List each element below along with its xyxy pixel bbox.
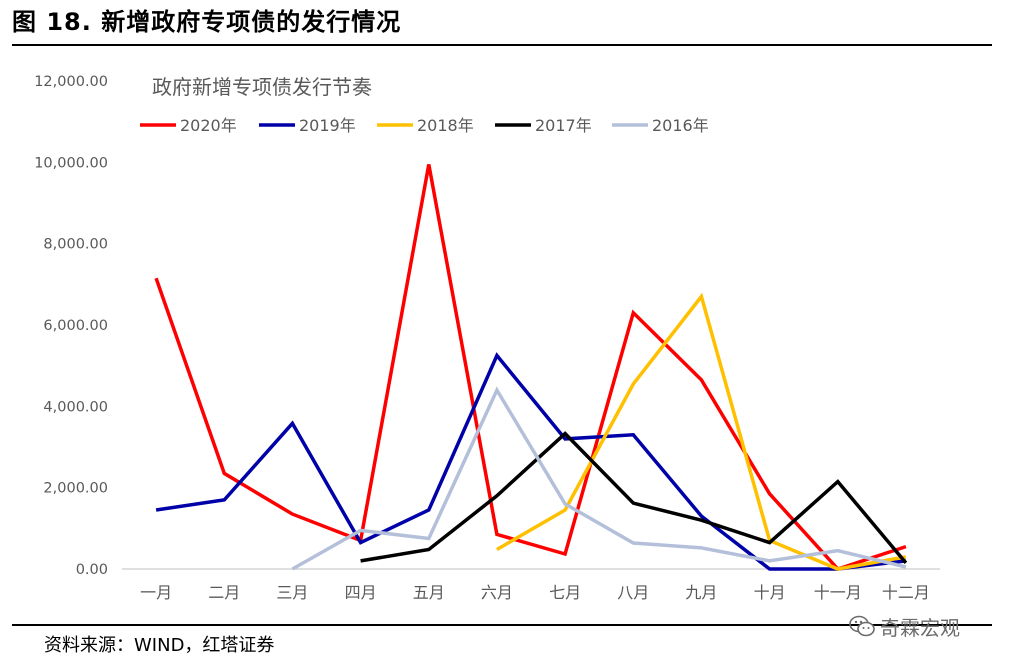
x-tick-label: 六月 xyxy=(481,583,513,602)
wechat-icon xyxy=(849,615,875,637)
y-tick-label: 10,000.00 xyxy=(34,155,108,171)
series-line xyxy=(360,431,908,565)
series-line xyxy=(291,386,907,571)
x-tick-label: 四月 xyxy=(345,583,377,602)
y-tick-label: 6,000.00 xyxy=(43,318,108,334)
chart-legend: 2020年 2019年 2018年 2017年 2016年 xyxy=(140,116,709,135)
x-tick-label: 五月 xyxy=(413,583,445,602)
legend-item: 2018年 xyxy=(377,116,474,135)
x-tick-label: 十二月 xyxy=(882,583,930,602)
y-tick-label: 8,000.00 xyxy=(43,237,108,253)
x-tick-label: 九月 xyxy=(685,583,717,602)
figure-title: 图 18. 新增政府专项债的发行情况 xyxy=(12,8,402,36)
y-tick-label: 4,000.00 xyxy=(43,399,108,415)
x-tick-label: 一月 xyxy=(140,583,172,602)
series-line xyxy=(154,164,907,572)
y-tick-label: 2,000.00 xyxy=(43,481,108,497)
x-tick-label: 二月 xyxy=(208,583,240,602)
legend-label: 2018年 xyxy=(417,116,474,135)
x-tick-label: 十月 xyxy=(754,583,786,602)
footer-divider xyxy=(12,624,992,626)
x-tick-label: 十一月 xyxy=(814,583,862,602)
x-tick-label: 七月 xyxy=(549,583,581,602)
legend-item: 2017年 xyxy=(495,116,592,135)
legend-item: 2020年 xyxy=(140,116,237,135)
legend-item: 2019年 xyxy=(259,116,356,135)
legend-label: 2020年 xyxy=(180,116,237,135)
legend-label: 2017年 xyxy=(535,116,592,135)
title-divider xyxy=(12,44,992,46)
y-tick-label: 0.00 xyxy=(76,562,108,578)
legend-label: 2016年 xyxy=(652,116,709,135)
watermark-text: 奇霖宏观 xyxy=(880,615,960,640)
legend-label: 2019年 xyxy=(299,116,356,135)
line-chart: 政府新增专项债发行节奏 2020年 2019年 2018年 2017年 2016年 0.… xyxy=(34,74,940,602)
series-line xyxy=(496,292,907,571)
x-tick-label: 八月 xyxy=(617,583,649,602)
y-tick-label: 12,000.00 xyxy=(34,74,108,90)
y-axis-ticks: 0.00 2,000.00 4,000.00 6,000.00 8,000.00 10,0… xyxy=(34,74,108,578)
watermark: 奇霖宏观 xyxy=(848,608,960,644)
chart-series xyxy=(154,164,908,572)
x-tick-label: 三月 xyxy=(276,583,308,602)
legend-item: 2016年 xyxy=(612,116,709,135)
series-line xyxy=(155,352,907,571)
x-axis-ticks: 一月 二月 三月 四月 五月 六月 七月 八月 九月 十月 十一月 十二月 xyxy=(140,583,930,602)
chart-title: 政府新增专项债发行节奏 xyxy=(152,75,372,99)
source-note: 资料来源：WIND，红塔证券 xyxy=(44,635,275,656)
